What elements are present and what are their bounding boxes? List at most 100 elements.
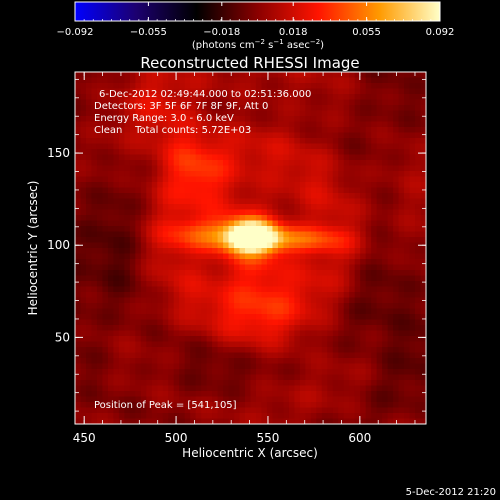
heatmap-cell (354, 380, 361, 387)
heatmap-cell (91, 94, 98, 101)
heatmap-cell (398, 358, 405, 365)
heatmap-cell (113, 105, 120, 112)
heatmap-cell (107, 116, 114, 123)
heatmap-cell (151, 187, 158, 194)
heatmap-cell (91, 341, 98, 348)
heatmap-cell (398, 121, 405, 128)
heatmap-cell (261, 270, 268, 277)
heatmap-cell (223, 209, 230, 216)
heatmap-cell (239, 396, 246, 403)
heatmap-cell (310, 413, 317, 420)
heatmap-cell (272, 330, 279, 337)
heatmap-cell (305, 259, 312, 266)
heatmap-cell (266, 182, 274, 189)
heatmap-cell (245, 127, 252, 134)
heatmap-cell (354, 143, 361, 150)
heatmap-cell (140, 325, 147, 332)
heatmap-cell (272, 413, 279, 420)
heatmap-cell (327, 204, 334, 211)
heatmap-cell (255, 418, 263, 424)
heatmap-cell (305, 72, 312, 79)
heatmap-cell (327, 105, 334, 112)
heatmap-cell (327, 88, 334, 95)
heatmap-cell (245, 116, 252, 123)
heatmap-cell (365, 391, 372, 398)
heatmap-cell (217, 105, 224, 112)
heatmap-cell (190, 374, 197, 381)
heatmap-cell (85, 132, 93, 139)
heatmap-cell (239, 336, 246, 343)
heatmap-cell (393, 94, 400, 101)
heatmap-cell (321, 418, 328, 424)
heatmap-cell (228, 226, 235, 233)
heatmap-cell (190, 402, 197, 409)
heatmap-cell (415, 248, 422, 255)
heatmap-cell (272, 275, 279, 282)
heatmap-cell (113, 187, 120, 194)
heatmap-cell (327, 132, 334, 139)
heatmap-cell (217, 182, 224, 189)
heatmap-cell (420, 264, 426, 271)
heatmap-cell (85, 369, 93, 376)
heatmap-cell (91, 330, 98, 337)
heatmap-cell (277, 308, 284, 315)
heatmap-cell (283, 231, 290, 238)
heatmap-cell (129, 215, 136, 222)
heatmap-cell (75, 330, 82, 337)
heatmap-cell (343, 336, 350, 343)
heatmap-cell (354, 220, 361, 227)
heatmap-cell (277, 275, 284, 282)
heatmap-cell (365, 413, 372, 420)
heatmap-cell (360, 270, 367, 277)
heatmap-cell (107, 220, 114, 227)
heatmap-cell (212, 226, 219, 233)
heatmap-cell (195, 341, 202, 348)
heatmap-cell (96, 325, 104, 332)
heatmap-cell (332, 413, 339, 420)
heatmap-cell (343, 171, 350, 178)
heatmap-cell (75, 413, 82, 420)
heatmap-cell (184, 259, 191, 266)
heatmap-cell (124, 363, 131, 370)
heatmap-cell (266, 204, 274, 211)
heatmap-cell (201, 281, 208, 288)
heatmap-cell (80, 336, 87, 343)
heatmap-cell (206, 209, 213, 216)
heatmap-cell (113, 369, 120, 376)
heatmap-cell (129, 303, 136, 310)
heatmap-cell (212, 264, 219, 271)
heatmap-cell (245, 297, 252, 304)
heatmap-cell (113, 231, 120, 238)
heatmap-cell (239, 154, 246, 161)
heatmap-cell (129, 160, 136, 167)
heatmap-cell (261, 341, 268, 348)
heatmap-cell (365, 407, 372, 414)
heatmap-cell (255, 319, 263, 326)
heatmap-cell (376, 319, 383, 326)
heatmap-cell (151, 226, 158, 233)
heatmap-cell (162, 281, 169, 288)
heatmap-cell (354, 187, 361, 194)
heatmap-cell (266, 369, 274, 376)
heatmap-cell (321, 347, 328, 354)
heatmap-cell (173, 231, 180, 238)
heatmap-cell (404, 94, 411, 101)
heatmap-cell (217, 198, 224, 205)
heatmap-cell (294, 281, 301, 288)
heatmap-cell (96, 336, 104, 343)
heatmap-cell (327, 193, 334, 200)
heatmap-cell (360, 187, 367, 194)
heatmap-cell (162, 319, 169, 326)
heatmap-cell (266, 110, 274, 117)
heatmap-cell (354, 336, 361, 343)
heatmap-cell (266, 330, 274, 337)
heatmap-cell (212, 391, 219, 398)
heatmap-cell (354, 110, 361, 117)
heatmap-cell (223, 182, 230, 189)
heatmap-cell (118, 242, 125, 249)
heatmap-cell (382, 127, 389, 134)
heatmap-cell (283, 88, 290, 95)
heatmap-cell (129, 171, 136, 178)
heatmap-cell (173, 314, 180, 321)
heatmap-cell (310, 237, 317, 244)
